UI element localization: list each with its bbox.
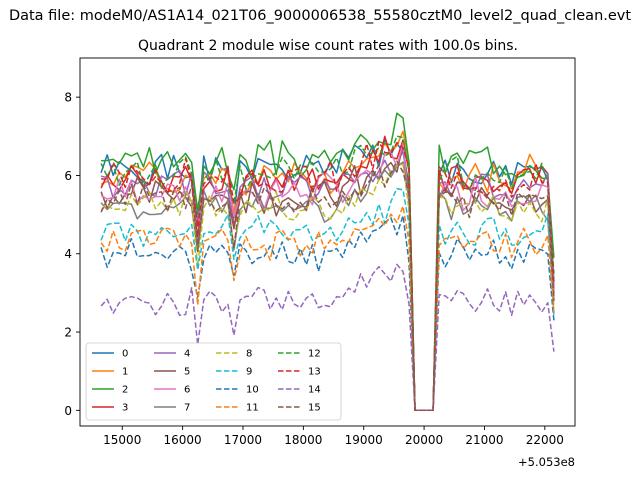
legend-label-13: 13 [308, 367, 321, 378]
legend-frame [85, 342, 342, 421]
x-tick-label: 22000 [526, 433, 564, 447]
series-line-14 [100, 263, 555, 412]
legend-label-14: 14 [308, 385, 321, 396]
legend-label-8: 8 [246, 349, 252, 360]
x-offset-label: +5.053e8 [518, 455, 575, 469]
series-line-1 [100, 130, 555, 412]
chart-suptitle: Data file: modeM0/AS1A14_021T06_90000065… [9, 8, 631, 24]
series-line-7 [100, 161, 555, 412]
series-line-6 [100, 142, 555, 412]
legend-label-15: 15 [308, 403, 321, 414]
x-tick-label: 16000 [164, 433, 202, 447]
plot-frame [79, 57, 576, 427]
legend-label-10: 10 [246, 385, 259, 396]
legend-label-5: 5 [184, 367, 190, 378]
series-line-5 [100, 143, 555, 412]
series-layer [100, 112, 555, 412]
y-tick-label: 8 [64, 91, 72, 105]
y-tick-label: 2 [64, 326, 72, 340]
legend-label-11: 11 [246, 403, 259, 414]
y-tick-label: 6 [64, 169, 72, 183]
series-line-13 [101, 140, 555, 412]
legend-label-6: 6 [184, 385, 190, 396]
x-tick-label: 15000 [103, 433, 141, 447]
series-line-3 [100, 135, 555, 412]
series-line-12 [100, 135, 555, 412]
series-line-8 [100, 163, 555, 412]
y-tick-label: 4 [64, 247, 72, 261]
x-tick-label: 20000 [405, 433, 443, 447]
series-line-10 [100, 214, 555, 412]
series-line-2 [101, 112, 555, 412]
series-line-11 [100, 205, 555, 412]
legend-label-3: 3 [122, 403, 128, 414]
x-tick-label: 19000 [345, 433, 383, 447]
chart-title: Quadrant 2 module wise count rates with … [138, 38, 518, 54]
legend-label-7: 7 [184, 403, 190, 414]
legend-label-2: 2 [122, 385, 128, 396]
x-tick-label: 21000 [465, 433, 503, 447]
legend-label-0: 0 [122, 349, 128, 360]
x-tick-label: 17000 [224, 433, 262, 447]
series-line-4 [100, 149, 555, 412]
x-tick-label: 18000 [284, 433, 322, 447]
legend-label-12: 12 [308, 349, 321, 360]
legend-label-1: 1 [122, 367, 128, 378]
legend-label-4: 4 [184, 349, 190, 360]
axis-ticks: 15000 16000 17000 18000 19000 20000 21000 22000… [64, 91, 564, 447]
y-tick-label: 0 [64, 404, 72, 418]
series-line-15 [100, 160, 555, 412]
legend-label-9: 9 [246, 367, 252, 378]
series-line-9 [100, 187, 555, 412]
